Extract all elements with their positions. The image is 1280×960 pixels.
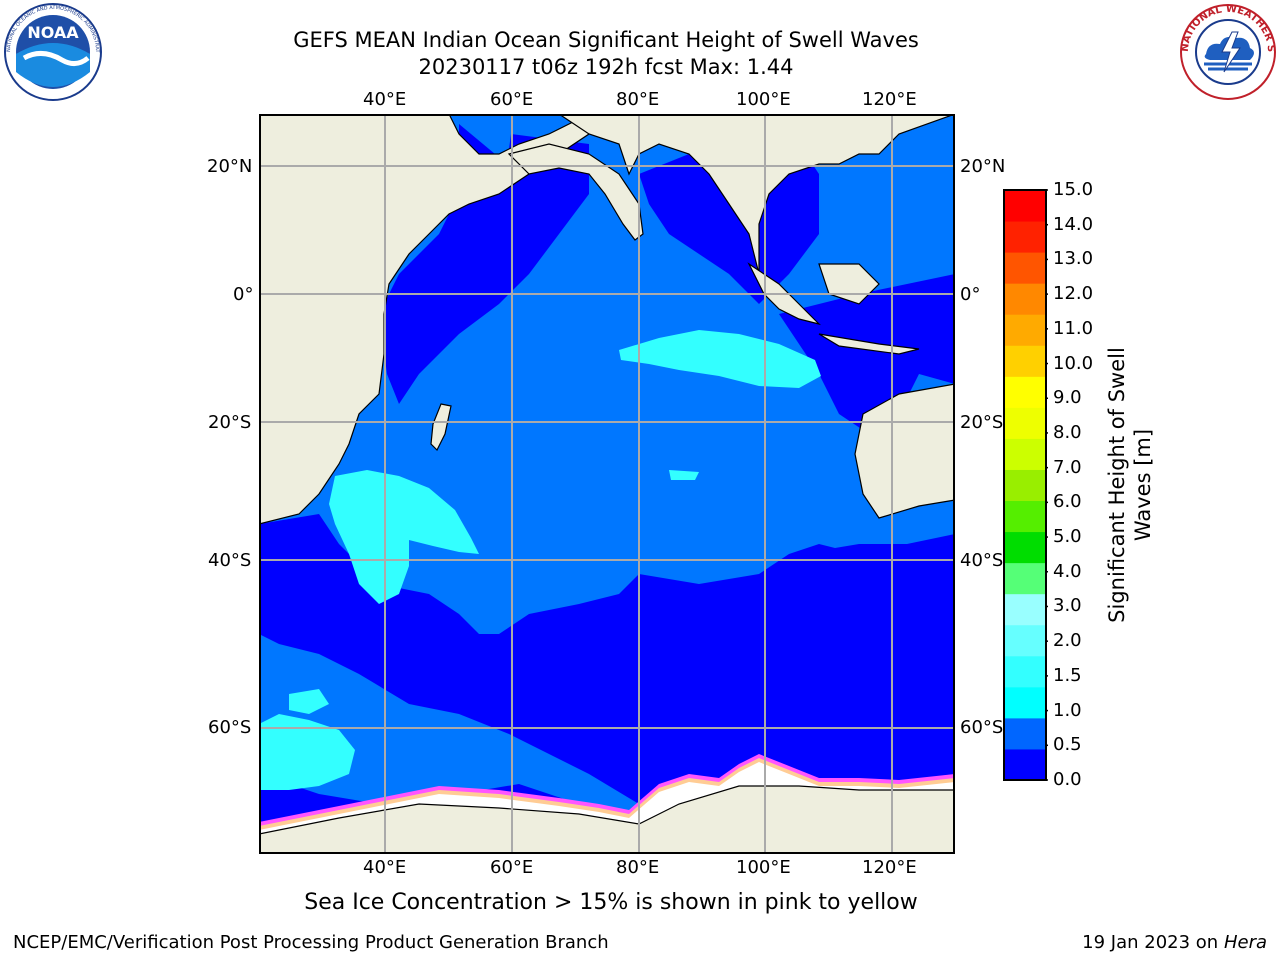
lat-label-right-60s: 60°S	[960, 717, 1004, 738]
lon-label-bottom-100e: 100°E	[736, 857, 791, 878]
java-land	[818, 333, 920, 355]
colorbar-segment	[1004, 252, 1046, 284]
footer-host: Hera	[1223, 932, 1267, 953]
colorbar-segment	[1004, 531, 1046, 564]
colorbar-tick-label: 14.0	[1053, 213, 1094, 235]
colorbar-segment	[1004, 376, 1046, 408]
colorbar-segment	[1004, 624, 1046, 657]
lat-label-right-0: 0°	[960, 284, 981, 305]
noaa-logo-text: NOAA	[27, 23, 79, 42]
colorbar-tick-label: 2.0	[1053, 630, 1082, 652]
colorbar-tick-label: 0.0	[1053, 769, 1082, 790]
colorbar-segment	[1004, 655, 1046, 688]
lon-label-bottom-80e: 80°E	[616, 857, 660, 878]
colorbar-tick-label: 6.0	[1053, 491, 1082, 513]
swell-height-map	[259, 114, 955, 854]
lat-label-left-40s: 40°S	[208, 550, 252, 571]
lon-label-top-60e: 60°E	[490, 89, 534, 110]
colorbar-segment	[1004, 221, 1046, 253]
footer-date-text: 19 Jan 2023 on	[1082, 932, 1224, 953]
footer-credit: NCEP/EMC/Verification Post Processing Pr…	[13, 932, 609, 953]
colorbar-tick-label: 9.0	[1053, 387, 1082, 409]
footer-date: 19 Jan 2023 on Hera	[1082, 932, 1267, 953]
lat-label-left-0: 0°	[233, 284, 254, 305]
lat-label-left-20s: 20°S	[208, 412, 252, 433]
lat-label-right-20s: 20°S	[960, 412, 1004, 433]
colorbar-tick-label: 12.0	[1053, 283, 1094, 305]
madagascar-land	[430, 403, 452, 452]
colorbar-segment	[1004, 190, 1046, 222]
colorbar-tick-label: 7.0	[1053, 456, 1082, 478]
colorbar-tick-label: 1.5	[1053, 664, 1082, 686]
cyan-swell-regions	[259, 330, 821, 790]
colorbar-tick-label: 8.0	[1053, 421, 1082, 443]
colorbar-segment	[1004, 748, 1046, 781]
lon-label-top-40e: 40°E	[363, 89, 407, 110]
colorbar-tick-label: 13.0	[1053, 248, 1094, 270]
colorbar-title-line2: Waves [m]	[1131, 428, 1155, 542]
colorbar	[1003, 189, 1048, 781]
colorbar-segment	[1004, 686, 1046, 719]
colorbar-segment	[1004, 407, 1046, 439]
colorbar-tick-label: 3.0	[1053, 595, 1082, 617]
lon-label-bottom-60e: 60°E	[490, 857, 534, 878]
colorbar-tick-label: 4.0	[1053, 560, 1082, 582]
colorbar-segment	[1004, 314, 1046, 346]
australia-land	[854, 383, 955, 519]
asia-land	[557, 114, 955, 275]
lat-label-right-20n: 20°N	[960, 156, 1006, 177]
colorbar-segment	[1004, 438, 1046, 470]
map-subtitle: 20230117 t06z 192h fcst Max: 1.44	[418, 55, 794, 79]
india-land	[507, 143, 644, 241]
lon-label-top-100e: 100°E	[736, 89, 791, 110]
nws-logo: NATIONAL WEATHER SERVICE	[1178, 2, 1276, 100]
colorbar-segment	[1004, 500, 1046, 533]
lon-label-bottom-120e: 120°E	[862, 857, 917, 878]
colorbar-segment	[1004, 562, 1046, 595]
colorbar-tick-label: 10.0	[1053, 352, 1094, 374]
colorbar-tick-label: 0.5	[1053, 734, 1082, 756]
colorbar-segment	[1004, 283, 1046, 315]
colorbar-tick-label: 11.0	[1053, 317, 1094, 339]
lon-label-top-80e: 80°E	[616, 89, 660, 110]
map-title: GEFS MEAN Indian Ocean Significant Heigh…	[293, 28, 919, 52]
colorbar-segment	[1004, 469, 1046, 502]
noaa-logo: NOAA NATIONAL OCEANIC AND ATMOSPHERIC AD…	[2, 2, 102, 101]
colorbar-segment	[1004, 593, 1046, 626]
colorbar-segment	[1004, 717, 1046, 750]
antarctica-land	[259, 785, 955, 854]
lat-label-left-20n: 20°N	[207, 156, 253, 177]
colorbar-tick-label: 1.0	[1053, 699, 1082, 721]
sea-ice-note: Sea Ice Concentration > 15% is shown in …	[304, 890, 918, 915]
colorbar-title-line1: Significant Height of Swell	[1105, 347, 1129, 623]
lat-label-right-40s: 40°S	[960, 550, 1004, 571]
colorbar-border	[1003, 189, 1047, 781]
graticule	[259, 114, 955, 854]
colorbar-title: Significant Height of Swell Waves [m]	[1104, 315, 1156, 655]
colorbar-tick-label: 15.0	[1053, 179, 1094, 200]
lat-label-left-60s: 60°S	[208, 717, 252, 738]
lon-label-top-120e: 120°E	[862, 89, 917, 110]
colorbar-segment	[1004, 345, 1046, 377]
lon-label-bottom-40e: 40°E	[363, 857, 407, 878]
colorbar-tick-label: 5.0	[1053, 526, 1082, 548]
